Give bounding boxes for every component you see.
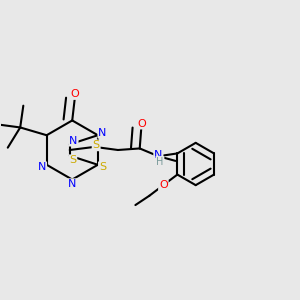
Text: S: S: [99, 162, 106, 172]
Text: S: S: [69, 155, 76, 165]
Text: N: N: [68, 179, 76, 189]
Text: N: N: [69, 136, 78, 146]
Text: N: N: [98, 128, 107, 138]
Text: S: S: [93, 140, 100, 150]
Text: O: O: [159, 181, 168, 190]
Text: N: N: [154, 150, 163, 160]
Text: H: H: [156, 157, 164, 167]
Text: O: O: [70, 89, 79, 99]
Text: O: O: [137, 118, 146, 129]
Text: N: N: [38, 162, 46, 172]
